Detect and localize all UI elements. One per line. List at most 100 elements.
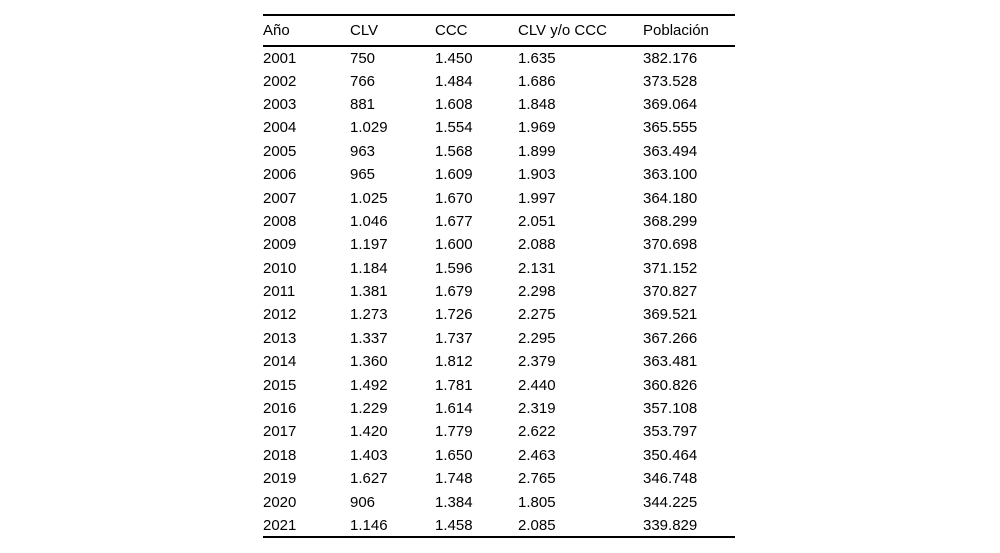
value-cell: 373.528 [643, 72, 698, 90]
table-body: 2001 750 1.450 1.635 382.176 2002 766 1.484 1.68… [263, 46, 735, 537]
value-cell: 2.298 [518, 283, 556, 301]
value-cell: 2.379 [518, 353, 556, 371]
value-cell: 1.779 [435, 423, 473, 441]
table-row: 2014 1.360 1.812 2.379 363.481 [263, 350, 735, 373]
year-cell: 2013 [263, 329, 297, 347]
year-cell: 2018 [263, 446, 297, 464]
value-cell: 1.635 [518, 49, 556, 67]
value-cell: 1.812 [435, 353, 473, 371]
value-cell: 1.360 [350, 353, 388, 371]
table-header: Año CLV CCC CLV y/o CCC Población [263, 15, 735, 47]
year-cell: 2015 [263, 376, 297, 394]
value-cell: 370.698 [643, 236, 698, 254]
value-cell: 370.827 [643, 283, 698, 301]
year-cell: 2021 [263, 516, 297, 534]
table-row: 2001 750 1.450 1.635 382.176 [263, 46, 735, 69]
value-cell: 1.608 [435, 95, 473, 113]
table-row: 2011 1.381 1.679 2.298 370.827 [263, 280, 735, 303]
value-cell: 1.229 [350, 400, 388, 418]
year-cell: 2002 [263, 72, 297, 90]
value-cell: 363.100 [643, 166, 698, 184]
value-cell: 766 [350, 72, 376, 90]
value-cell: 1.686 [518, 72, 556, 90]
year-cell: 2020 [263, 493, 297, 511]
value-cell: 1.384 [435, 493, 473, 511]
value-cell: 1.726 [435, 306, 473, 324]
table-row: 2005 963 1.568 1.899 363.494 [263, 140, 735, 163]
annual-data-table-container: Año CLV CCC CLV y/o CCC Población 2001 750 1.4… [263, 14, 735, 539]
value-cell: 365.555 [643, 119, 698, 137]
value-cell: 1.600 [435, 236, 473, 254]
value-cell: 1.554 [435, 119, 473, 137]
year-cell: 2019 [263, 470, 297, 488]
table-row: 2009 1.197 1.600 2.088 370.698 [263, 233, 735, 256]
year-cell: 2006 [263, 166, 297, 184]
value-cell: 2.463 [518, 446, 556, 464]
table-row: 2008 1.046 1.677 2.051 368.299 [263, 210, 735, 233]
value-cell: 2.131 [518, 259, 556, 277]
value-cell: 1.484 [435, 72, 473, 90]
value-cell: 1.450 [435, 49, 473, 67]
value-cell: 2.275 [518, 306, 556, 324]
value-cell: 2.765 [518, 470, 556, 488]
value-cell: 1.670 [435, 189, 473, 207]
value-cell: 1.596 [435, 259, 473, 277]
value-cell: 1.903 [518, 166, 556, 184]
value-cell: 339.829 [643, 516, 698, 534]
value-cell: 1.627 [350, 470, 388, 488]
value-cell: 1.458 [435, 516, 473, 534]
table-row: 2016 1.229 1.614 2.319 357.108 [263, 397, 735, 420]
value-cell: 367.266 [643, 329, 698, 347]
value-cell: 353.797 [643, 423, 698, 441]
value-cell: 1.403 [350, 446, 388, 464]
value-cell: 965 [350, 166, 376, 184]
header-row: Año CLV CCC CLV y/o CCC Población [263, 15, 735, 47]
table-row: 2003 881 1.608 1.848 369.064 [263, 93, 735, 116]
value-cell: 1.969 [518, 119, 556, 137]
year-cell: 2009 [263, 236, 297, 254]
year-cell: 2014 [263, 353, 297, 371]
value-cell: 364.180 [643, 189, 698, 207]
value-cell: 1.146 [350, 516, 388, 534]
column-header: CLV y/o CCC [518, 15, 643, 47]
value-cell: 1.748 [435, 470, 473, 488]
table-row: 2021 1.146 1.458 2.085 339.829 [263, 514, 735, 537]
value-cell: 1.679 [435, 283, 473, 301]
value-cell: 906 [350, 493, 376, 511]
table-row: 2002 766 1.484 1.686 373.528 [263, 69, 735, 92]
table-row: 2006 965 1.609 1.903 363.100 [263, 163, 735, 186]
year-cell: 2003 [263, 95, 297, 113]
table-row: 2017 1.420 1.779 2.622 353.797 [263, 420, 735, 443]
value-cell: 2.051 [518, 212, 556, 230]
year-cell: 2007 [263, 189, 297, 207]
value-cell: 1.781 [435, 376, 473, 394]
value-cell: 1.677 [435, 212, 473, 230]
value-cell: 369.064 [643, 95, 698, 113]
value-cell: 382.176 [643, 49, 698, 67]
value-cell: 1.997 [518, 189, 556, 207]
value-cell: 1.025 [350, 189, 388, 207]
value-cell: 346.748 [643, 470, 698, 488]
year-cell: 2017 [263, 423, 297, 441]
value-cell: 1.899 [518, 142, 556, 160]
value-cell: 350.464 [643, 446, 698, 464]
column-header: CLV [350, 15, 435, 47]
value-cell: 1.381 [350, 283, 388, 301]
value-cell: 1.848 [518, 95, 556, 113]
data-table: Año CLV CCC CLV y/o CCC Población 2001 750 1.4… [263, 14, 735, 539]
value-cell: 1.568 [435, 142, 473, 160]
value-cell: 1.184 [350, 259, 388, 277]
value-cell: 1.609 [435, 166, 473, 184]
value-cell: 1.805 [518, 493, 556, 511]
year-cell: 2005 [263, 142, 297, 160]
value-cell: 2.088 [518, 236, 556, 254]
table-row: 2013 1.337 1.737 2.295 367.266 [263, 327, 735, 350]
value-cell: 750 [350, 49, 376, 67]
table-row: 2019 1.627 1.748 2.765 346.748 [263, 467, 735, 490]
year-cell: 2010 [263, 259, 297, 277]
value-cell: 1.029 [350, 119, 388, 137]
table-row: 2020 906 1.384 1.805 344.225 [263, 490, 735, 513]
value-cell: 1.614 [435, 400, 473, 418]
value-cell: 1.737 [435, 329, 473, 347]
value-cell: 1.197 [350, 236, 388, 254]
